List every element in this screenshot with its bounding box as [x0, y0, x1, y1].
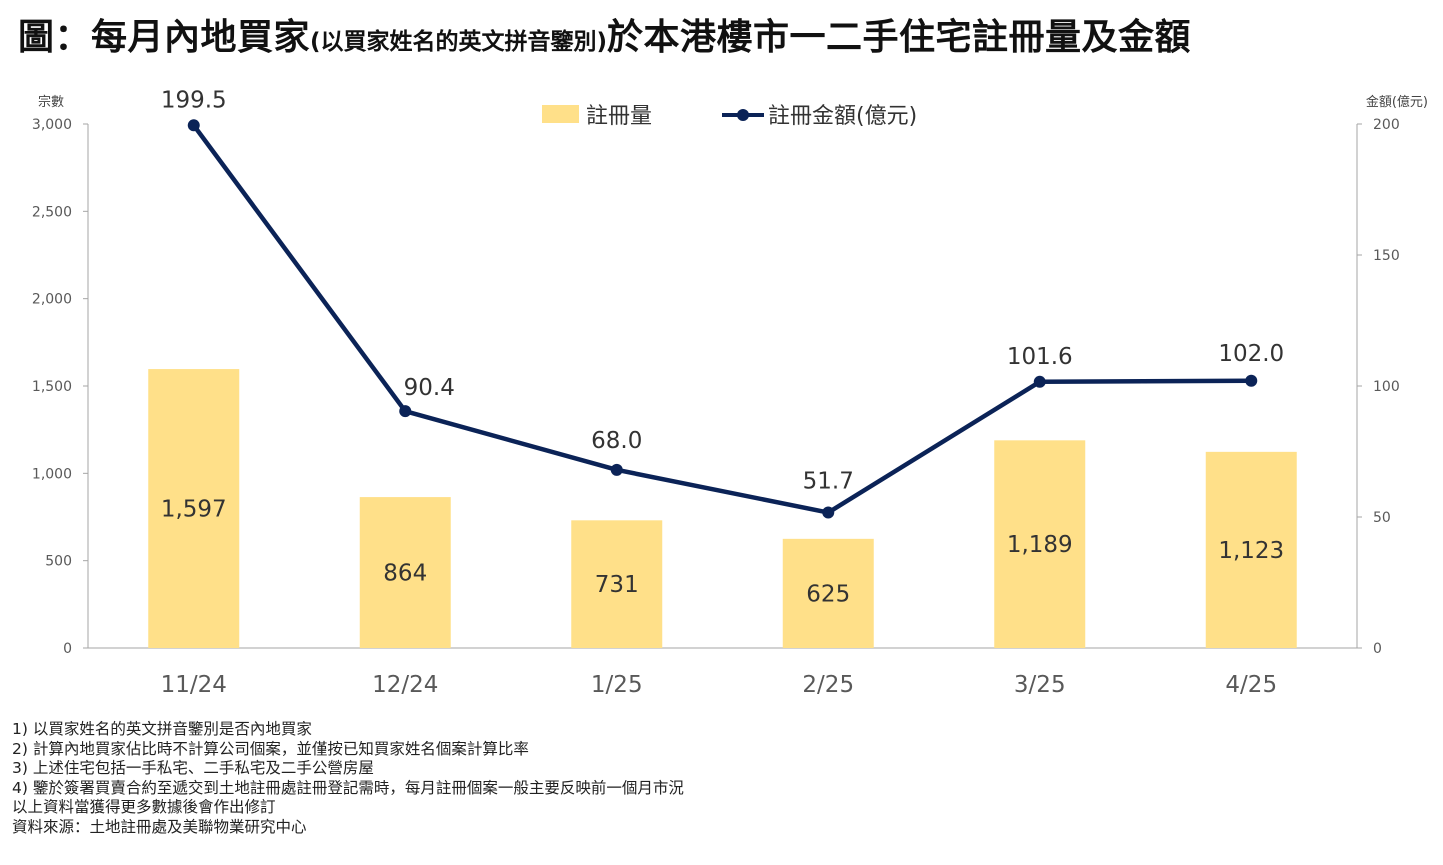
x-tick-label: 4/25	[1225, 672, 1277, 698]
bar	[1205, 451, 1297, 648]
amount-point	[1245, 374, 1258, 387]
amount-point	[399, 405, 412, 418]
footnote-line: 以上資料當獲得更多數據後會作出修訂	[12, 798, 276, 816]
right-axis-title: 金額(億元)	[1366, 94, 1428, 110]
amount-point	[610, 463, 623, 476]
line-value-label: 51.7	[803, 469, 854, 495]
chart-title-part1: 圖：每月內地買家	[18, 17, 311, 58]
line-value-label: 68.0	[591, 428, 642, 454]
x-tick-label: 3/25	[1014, 672, 1066, 698]
x-tick-label: 12/24	[372, 672, 438, 698]
footnote-line: 3) 上述住宅包括一手私宅、二手私宅及二手公營房屋	[12, 759, 374, 777]
amount-point	[187, 119, 200, 132]
legend-line-marker	[737, 109, 749, 121]
x-tick-label: 1/25	[591, 672, 643, 698]
left-tick-label: 500	[45, 554, 72, 570]
chart-title-part2: (以買家姓名的英文拼音鑒別)	[310, 29, 608, 55]
bar	[359, 497, 451, 648]
bar	[994, 440, 1086, 648]
footnote-line: 4) 鑒於簽署買賣合約至遞交到土地註冊處註冊登記需時，每月註冊個案一般主要反映前…	[12, 778, 684, 797]
right-tick-label: 100	[1373, 379, 1400, 395]
left-tick-label: 1,500	[32, 379, 72, 395]
right-tick-label: 0	[1373, 641, 1382, 657]
chart-title-part3: 於本港樓市一二手住宅註冊量及金額	[607, 17, 1192, 58]
line-value-label: 199.5	[161, 87, 227, 113]
left-tick-label: 2,000	[32, 292, 72, 308]
left-tick-label: 1,000	[32, 466, 72, 482]
bar-value-label: 1,597	[161, 497, 227, 523]
x-tick-label: 2/25	[802, 672, 854, 698]
amount-series-line	[191, 123, 1252, 515]
left-tick-label: 0	[63, 641, 72, 657]
line-value-label: 101.6	[1007, 344, 1073, 370]
amount-point	[822, 506, 835, 519]
legend-line-label: 註冊金額(億元)	[768, 104, 917, 129]
footnote-line: 資料來源：土地註冊處及美聯物業研究中心	[12, 817, 307, 836]
line-value-label: 90.4	[404, 375, 455, 401]
bar-value-label: 864	[383, 561, 427, 587]
chart-title: 圖：每月內地買家(以買家姓名的英文拼音鑒別)於本港樓市一二手住宅註冊量及金額	[18, 8, 1428, 72]
left-tick-label: 3,000	[32, 117, 72, 133]
right-tick-label: 50	[1373, 510, 1391, 526]
line-value-label: 102.0	[1218, 341, 1284, 367]
bar	[571, 520, 663, 648]
footnote-line: 1) 以買家姓名的英文拼音鑒別是否內地買家	[12, 720, 312, 738]
bar-value-label: 1,123	[1218, 538, 1284, 564]
right-tick-label: 150	[1373, 248, 1400, 264]
combo-chart: 宗數 金額(億元) 0 500 1,000 1,500 2,000 2,500 3,000 0 50…	[32, 87, 1428, 698]
bar-value-label: 1,189	[1007, 532, 1073, 558]
left-tick-label: 2,500	[32, 204, 72, 220]
bar-value-label: 625	[806, 581, 850, 607]
left-axis-title: 宗數	[38, 94, 64, 110]
footnote-line: 2) 計算內地買家佔比時不計算公司個案，並僅按已知買家姓名個案計算比率	[12, 739, 529, 758]
x-tick-label: 11/24	[161, 672, 227, 698]
amount-point	[1033, 375, 1046, 388]
footnotes: 1) 以買家姓名的英文拼音鑒別是否內地買家 2) 計算內地買家佔比時不計算公司個…	[12, 720, 684, 837]
bar	[782, 538, 874, 648]
legend-bar-label: 註冊量	[586, 104, 652, 129]
bar	[148, 369, 240, 648]
right-tick-label: 200	[1373, 117, 1400, 133]
legend-bar-swatch	[542, 105, 579, 123]
bar-value-label: 731	[595, 572, 639, 598]
